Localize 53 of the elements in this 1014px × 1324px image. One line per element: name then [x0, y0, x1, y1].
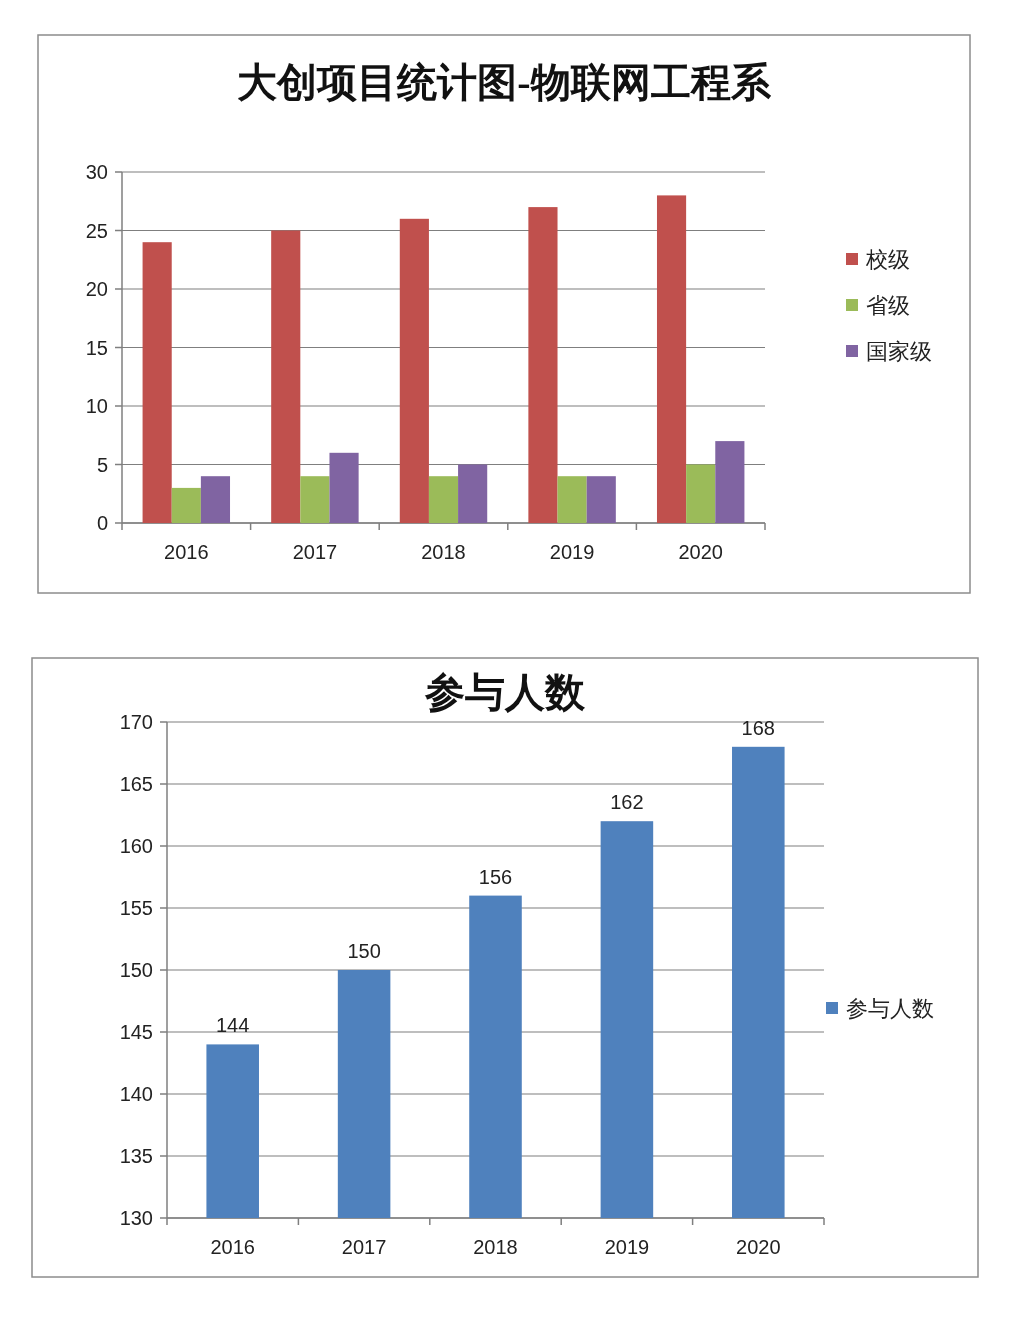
bar — [142, 242, 172, 523]
bar — [329, 452, 359, 523]
y-tick-label: 170 — [119, 711, 153, 733]
x-tick-label: 2020 — [736, 1236, 781, 1258]
y-tick-label: 30 — [85, 161, 108, 183]
bar — [715, 441, 745, 523]
y-tick-label: 165 — [119, 773, 153, 795]
y-tick-label: 0 — [96, 512, 108, 534]
y-tick-label: 135 — [119, 1145, 153, 1167]
bar — [171, 487, 201, 523]
legend-label: 国家级 — [866, 338, 932, 364]
y-tick-label: 5 — [96, 453, 108, 476]
x-tick-label: 2017 — [341, 1236, 387, 1258]
x-tick-label: 2018 — [473, 1236, 518, 1258]
x-tick-label: 2016 — [164, 541, 209, 563]
bar — [399, 218, 429, 523]
bar — [528, 207, 558, 523]
y-tick-label: 140 — [119, 1083, 153, 1105]
y-tick-label: 145 — [119, 1021, 153, 1043]
data-label: 150 — [347, 940, 381, 962]
y-tick-label: 150 — [119, 959, 153, 981]
bar — [428, 476, 459, 523]
legend-label: 校级 — [865, 246, 910, 272]
bar — [656, 195, 687, 523]
bar — [686, 464, 716, 523]
y-tick-label: 155 — [119, 897, 153, 919]
y-tick-label: 160 — [119, 835, 153, 857]
y-tick-label: 130 — [119, 1207, 153, 1229]
legend-label: 省级 — [866, 292, 910, 318]
chart-title: 参与人数 — [424, 669, 586, 715]
bar — [271, 230, 301, 523]
bar — [586, 476, 616, 523]
x-tick-label: 2018 — [421, 541, 466, 563]
y-tick-label: 25 — [85, 219, 108, 242]
bar — [200, 476, 231, 523]
y-tick-label: 15 — [85, 336, 108, 359]
bar — [557, 476, 587, 523]
x-tick-label: 2017 — [292, 541, 338, 563]
y-tick-label: 10 — [85, 395, 108, 417]
bar — [458, 464, 488, 523]
data-label: 162 — [610, 791, 644, 814]
data-label: 156 — [478, 865, 513, 888]
bar — [300, 476, 330, 523]
data-label: 144 — [216, 1014, 250, 1037]
legend-label: 参与人数 — [846, 995, 934, 1021]
legend: 参与人数 — [826, 995, 934, 1021]
data-label: 168 — [741, 716, 775, 739]
x-tick-label: 2019 — [604, 1236, 650, 1258]
x-tick-label: 2019 — [549, 541, 595, 563]
y-tick-label: 20 — [85, 278, 108, 300]
chart-title: 大创项目统计图-物联网工程系 — [237, 59, 772, 105]
x-tick-label: 2020 — [678, 541, 723, 563]
x-tick-label: 2016 — [210, 1236, 255, 1258]
